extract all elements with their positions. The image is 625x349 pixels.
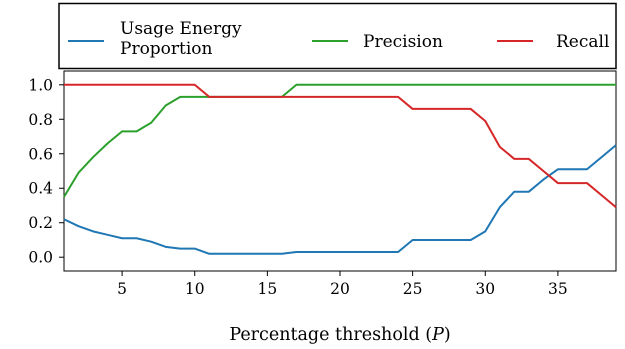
y-tick-label: 0.6	[28, 145, 53, 163]
series-line-recall	[64, 83, 617, 208]
y-tick-label: 0.2	[28, 214, 53, 232]
x-tick-label: 15	[258, 280, 278, 298]
x-tick-label: 5	[117, 280, 127, 298]
x-axis-title-open-paren: (	[420, 325, 432, 345]
y-tick-label: 0.0	[28, 249, 53, 267]
series-lines	[63, 83, 617, 255]
x-tick-label: 30	[475, 280, 495, 298]
x-tick-label: 35	[548, 280, 568, 298]
legend-label-usage-energy-proportion-line1: Usage Energy	[120, 19, 242, 39]
x-axis-title: Percentage threshold (P)	[229, 325, 450, 345]
series-line-precision	[63, 83, 616, 198]
legend: Usage Energy Proportion Precision Recall	[58, 2, 617, 70]
legend-label-usage-energy-proportion-line2: Proportion	[120, 39, 213, 59]
x-axis-title-text: Percentage threshold	[229, 325, 419, 345]
x-axis: 5 10 15 20 25 30 35	[117, 271, 568, 298]
x-tick-label: 10	[185, 280, 205, 298]
y-tick-label: 1.0	[28, 76, 53, 94]
legend-frame	[58, 2, 617, 70]
y-tick-label: 0.4	[28, 180, 53, 198]
y-axis: 0.0 0.2 0.4 0.6 0.8 1.0	[28, 76, 64, 267]
legend-label-recall: Recall	[556, 32, 609, 52]
series-line-usage-energy-proportion	[63, 144, 617, 255]
x-tick-label: 20	[330, 280, 350, 298]
x-axis-title-close-paren: )	[444, 325, 451, 345]
y-tick-label: 0.8	[28, 111, 53, 129]
legend-label-precision: Precision	[363, 32, 443, 52]
x-tick-label: 25	[403, 280, 423, 298]
x-axis-title-symbol: P	[431, 325, 445, 345]
